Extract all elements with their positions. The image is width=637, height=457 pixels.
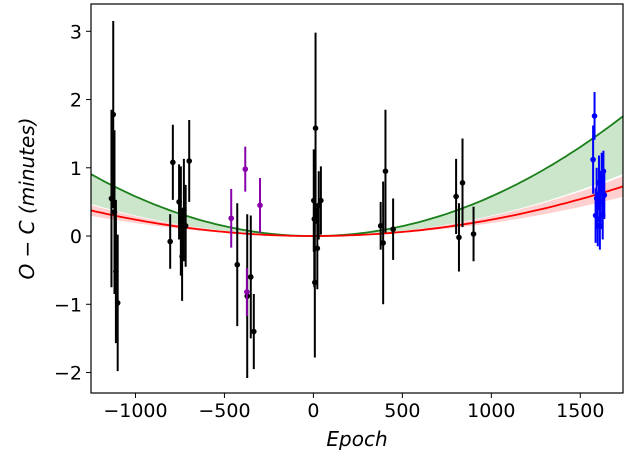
y-tick-label: 3 (70, 21, 82, 43)
y-axis-ticks: −2 −1 0 1 2 3 (54, 21, 91, 385)
data-point-0-26 (382, 168, 389, 175)
data-point-0-19 (312, 279, 318, 286)
confidence-bands (91, 116, 623, 236)
data-point-0-24 (377, 222, 384, 229)
y-tick-label: −2 (54, 363, 82, 385)
data-point-0-21 (314, 245, 321, 252)
x-tick-label: 1000 (467, 400, 515, 422)
x-tick-label: 1500 (556, 400, 604, 422)
x-tick-label: −500 (198, 400, 250, 422)
data-point-0-25 (380, 240, 386, 246)
data-point-0-1 (110, 111, 117, 118)
data-point-0-29 (456, 234, 462, 241)
data-point-2-0 (590, 156, 596, 163)
data-point-1-1 (242, 166, 249, 172)
x-tick-label: 500 (384, 400, 420, 422)
y-axis-label: O − C (minutes) (15, 117, 39, 279)
data-point-0-11 (182, 222, 189, 229)
data-point-0-16 (251, 328, 257, 335)
data-point-0-12 (186, 158, 193, 164)
plot-frame (90, 3, 624, 394)
data-point-0-27 (390, 226, 396, 233)
data-point-0-30 (459, 180, 466, 186)
x-tick-label: 0 (307, 400, 319, 422)
confidence-band-1 (91, 176, 623, 236)
x-axis-label: Epoch (326, 427, 387, 451)
data-point-0-5 (167, 238, 173, 245)
x-axis-ticks: −1000 −500 0 500 1000 1500 (103, 393, 604, 422)
data-point-0-4 (114, 300, 121, 306)
y-tick-label: 1 (70, 158, 82, 180)
confidence-band-0 (91, 116, 623, 236)
data-points (108, 21, 608, 378)
y-tick-label: −1 (54, 294, 82, 316)
x-tick-label: −1000 (103, 400, 167, 422)
data-point-0-6 (170, 159, 176, 166)
data-point-1-0 (228, 215, 235, 222)
y-tick-label: 2 (70, 90, 82, 112)
data-point-0-20 (312, 125, 319, 132)
data-point-0-28 (453, 193, 459, 200)
data-point-0-13 (234, 261, 241, 268)
y-tick-label: 0 (70, 226, 82, 248)
data-point-2-1 (591, 113, 598, 119)
data-point-1-2 (244, 289, 250, 295)
data-point-0-15 (247, 274, 254, 280)
data-point-0-23 (318, 197, 324, 204)
data-point-1-3 (257, 202, 263, 209)
data-point-2-11 (601, 192, 608, 198)
data-point-0-31 (470, 231, 477, 237)
